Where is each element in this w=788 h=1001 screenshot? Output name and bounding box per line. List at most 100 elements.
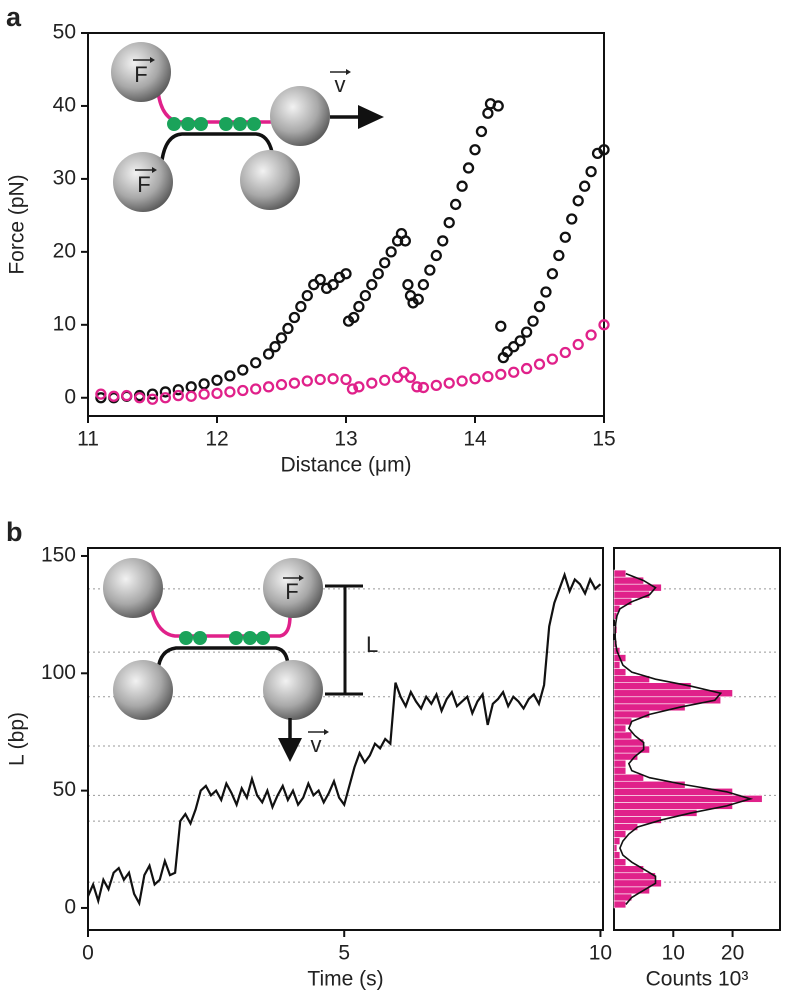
y-tick-label: 10 (53, 312, 76, 335)
data-point (327, 279, 339, 291)
y-tick-label: 30 (53, 166, 76, 189)
histogram-bar (613, 858, 627, 867)
x-tick-label: 14 (463, 428, 487, 451)
plot-frame (87, 547, 604, 931)
histogram-bar (613, 759, 627, 768)
data-point (340, 373, 352, 386)
data-point (411, 381, 423, 393)
data-point (211, 387, 223, 400)
inset-a: F F v (111, 42, 384, 212)
data-point (133, 392, 146, 404)
inset-b: F v L (103, 558, 378, 762)
histogram-bar (613, 766, 627, 775)
data-point (172, 384, 184, 396)
histogram-bar (613, 724, 627, 733)
data-point (198, 378, 210, 390)
force-label: F (285, 579, 298, 604)
x-tick-label: 15 (592, 428, 615, 451)
histogram-bar (613, 872, 656, 881)
data-point (301, 375, 313, 387)
data-point (579, 180, 591, 192)
data-point (385, 246, 397, 258)
data-point (262, 381, 275, 393)
data-point (108, 390, 120, 402)
y-axis-label: Force (pN) (6, 174, 29, 274)
histogram-bar (613, 717, 633, 726)
y-axis-label: L (bp) (6, 712, 29, 766)
data-point (462, 162, 475, 174)
data-point (492, 100, 504, 112)
data-point (417, 279, 430, 291)
data-point (585, 329, 597, 341)
data-point (237, 384, 249, 397)
data-point (540, 286, 552, 298)
data-point (224, 370, 236, 382)
data-point (379, 374, 391, 386)
data-point (404, 371, 417, 383)
data-point (366, 279, 378, 291)
data-point (449, 198, 462, 211)
data-point (482, 370, 494, 383)
data-point (430, 379, 442, 392)
data-point (95, 392, 107, 404)
histogram-bar (613, 661, 621, 669)
y-tick-label: 0 (64, 895, 76, 918)
y-tick-label: 150 (41, 544, 76, 567)
data-point (348, 311, 360, 324)
data-point (250, 383, 262, 395)
data-point (301, 289, 313, 302)
data-point (495, 368, 507, 381)
data-point (353, 300, 365, 313)
histogram-bar (613, 569, 627, 578)
data-point (412, 293, 424, 305)
x-tick-label: 13 (334, 428, 357, 451)
data-point (495, 320, 507, 332)
data-point (399, 235, 411, 247)
fit-curve (614, 572, 754, 905)
data-point (456, 180, 468, 192)
data-point (198, 388, 210, 400)
data-point (366, 377, 378, 389)
histogram-bar (613, 731, 633, 740)
data-point (559, 231, 571, 243)
data-point (482, 107, 494, 119)
data-point (275, 378, 288, 391)
histogram-bar (613, 689, 733, 698)
data-point (159, 392, 172, 404)
histogram-bar (613, 900, 627, 909)
data-point (379, 257, 391, 269)
data-point (269, 341, 281, 353)
x-tick-label: 11 (77, 428, 99, 451)
data-point (353, 381, 365, 393)
data-point (598, 144, 610, 156)
force-label: F (134, 62, 147, 87)
data-point (553, 249, 565, 262)
histogram-bar (613, 738, 644, 747)
data-point (424, 264, 436, 276)
data-point (185, 390, 197, 402)
data-point (566, 213, 578, 225)
force-label: F (137, 172, 150, 197)
velocity-label: v (311, 732, 322, 757)
y-tick-label: 0 (64, 385, 76, 408)
data-point (275, 332, 288, 344)
velocity-label: v (335, 72, 346, 97)
data-point (508, 341, 520, 353)
data-point (520, 326, 533, 338)
histogram-bar (613, 844, 618, 852)
y-tick-label: 100 (41, 661, 76, 684)
data-point (282, 322, 294, 335)
data-point (250, 357, 262, 369)
x-tick-label: 10 (662, 942, 685, 965)
data-point (359, 289, 372, 302)
plot-frame (87, 32, 605, 417)
data-point (224, 386, 236, 398)
data-point (456, 375, 468, 387)
x-tick-label: 0 (82, 942, 94, 965)
data-point (372, 268, 384, 280)
data-point (121, 389, 133, 402)
data-point (443, 217, 455, 229)
x-axis-label: Distance (μm) (280, 454, 411, 477)
data-point (346, 383, 359, 395)
